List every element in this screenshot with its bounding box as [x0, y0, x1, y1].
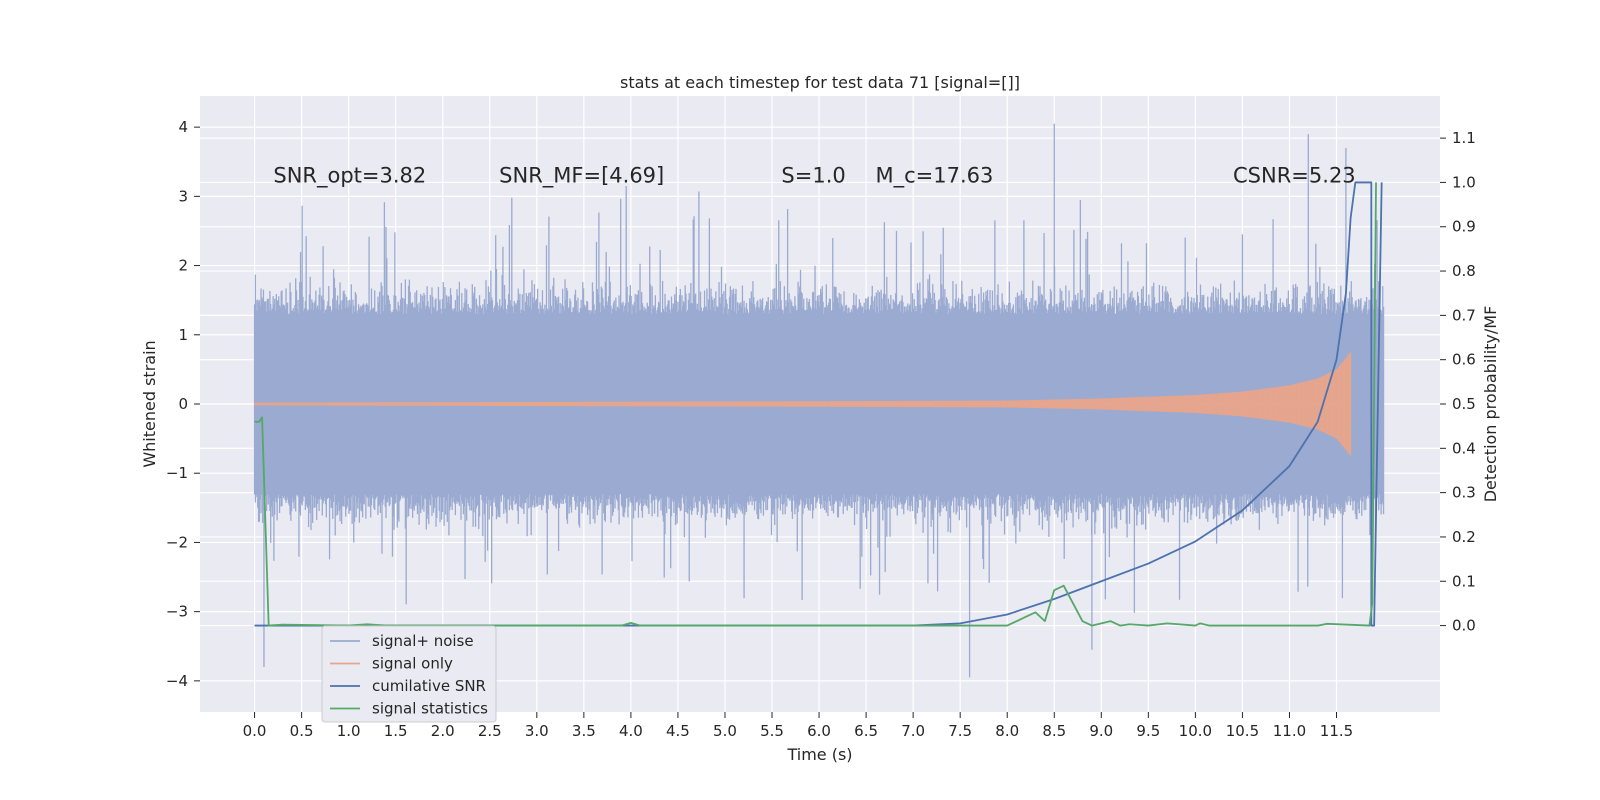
annotation-csnr: CSNR=5.23 — [1233, 164, 1356, 188]
series-signal-only — [253, 352, 1352, 456]
x-tick-label: 5.0 — [713, 722, 737, 740]
x-tick-label: 9.0 — [1089, 722, 1113, 740]
x-tick-label: 3.0 — [525, 722, 549, 740]
x-axis-label: Time (s) — [786, 745, 852, 764]
annotation-mc-val: M_c=17.63 — [876, 164, 994, 189]
x-tick-label: 9.5 — [1136, 722, 1160, 740]
y-right-tick-label: 0.8 — [1452, 262, 1476, 280]
x-tick-label: 0.5 — [290, 722, 314, 740]
y-right-tick-label: 1.1 — [1452, 129, 1476, 147]
x-tick-label: 10.0 — [1179, 722, 1212, 740]
legend-label: signal statistics — [372, 700, 488, 718]
y-left-tick-label: 3 — [178, 187, 188, 205]
legend-label: signal+ noise — [372, 632, 474, 650]
x-tick-label: 6.0 — [807, 722, 831, 740]
x-tick-label: 8.5 — [1042, 722, 1066, 740]
annotation-snr-opt: SNR_opt=3.82 — [273, 164, 426, 189]
legend-label: signal only — [372, 655, 453, 673]
x-tick-label: 7.5 — [948, 722, 972, 740]
x-tick-label: 3.5 — [572, 722, 596, 740]
cumulative-snr-line — [254, 181, 1383, 627]
y-left-tick-label: 1 — [178, 326, 188, 344]
x-tick-label: 10.5 — [1226, 722, 1259, 740]
x-tick-label: 0.0 — [243, 722, 267, 740]
x-tick-label: 7.0 — [901, 722, 925, 740]
x-tick-label: 2.0 — [431, 722, 455, 740]
y-right-tick-label: 0.1 — [1452, 572, 1476, 590]
series-cumulative-snr — [254, 181, 1383, 627]
y-right-tick-label: 0.7 — [1452, 306, 1476, 324]
legend-box — [321, 625, 497, 723]
legend: signal+ noise signal only cumilative SNR si… — [321, 625, 497, 723]
x-tick-label: 4.5 — [666, 722, 690, 740]
y-left-tick-label: −2 — [166, 533, 188, 551]
x-tick-label: 8.0 — [995, 722, 1019, 740]
y-right-tick-label: 1.0 — [1452, 173, 1476, 191]
annotation-snr-mf: SNR_MF=[4.69] — [499, 164, 664, 189]
y-axis-right-label: Detection probability/MF — [1481, 306, 1500, 503]
x-tick-label: 11.0 — [1273, 722, 1306, 740]
x-tick-label: 5.5 — [760, 722, 784, 740]
y-left-axis-ticks: −4 −3 −2 −1 0 1 2 3 4 — [166, 118, 200, 690]
y-right-tick-label: 0.9 — [1452, 218, 1476, 236]
y-right-tick-label: 0.3 — [1452, 484, 1476, 502]
x-axis-ticks: 0.0 0.5 1.0 1.5 2.0 2.5 3.0 3.5 4.0 4.5 5.0 5.5 6.0 6… — [243, 712, 1353, 740]
x-tick-label: 1.0 — [337, 722, 361, 740]
y-axis-left-label: Whitened strain — [140, 340, 159, 467]
y-right-tick-label: 0.0 — [1452, 617, 1476, 635]
y-left-tick-label: 0 — [178, 395, 188, 413]
x-tick-label: 4.0 — [619, 722, 643, 740]
legend-label: cumilative SNR — [372, 677, 486, 695]
y-right-tick-label: 0.4 — [1452, 439, 1476, 457]
x-tick-label: 1.5 — [384, 722, 408, 740]
chart-title: stats at each timestep for test data 71 … — [620, 73, 1020, 92]
y-left-tick-label: −1 — [166, 464, 188, 482]
x-tick-label: 2.5 — [478, 722, 502, 740]
x-tick-label: 11.5 — [1320, 722, 1353, 740]
x-tick-label: 6.5 — [854, 722, 878, 740]
annotation-s-val: S=1.0 — [781, 164, 845, 188]
y-right-tick-label: 0.2 — [1452, 528, 1476, 546]
y-right-tick-label: 0.5 — [1452, 395, 1476, 413]
annotations: SNR_opt=3.82 SNR_MF=[4.69] S=1.0 M_c=17.63 C… — [273, 164, 1355, 189]
y-left-tick-label: 2 — [178, 257, 188, 275]
y-left-tick-label: −3 — [166, 603, 188, 621]
y-left-tick-label: −4 — [166, 672, 188, 690]
y-right-tick-label: 0.6 — [1452, 351, 1476, 369]
y-right-axis-ticks: 0.0 0.1 0.2 0.3 0.4 0.5 0.6 0.7 0.8 0.9 1.0 1.1 — [1440, 129, 1476, 635]
y-left-tick-label: 4 — [178, 118, 188, 136]
